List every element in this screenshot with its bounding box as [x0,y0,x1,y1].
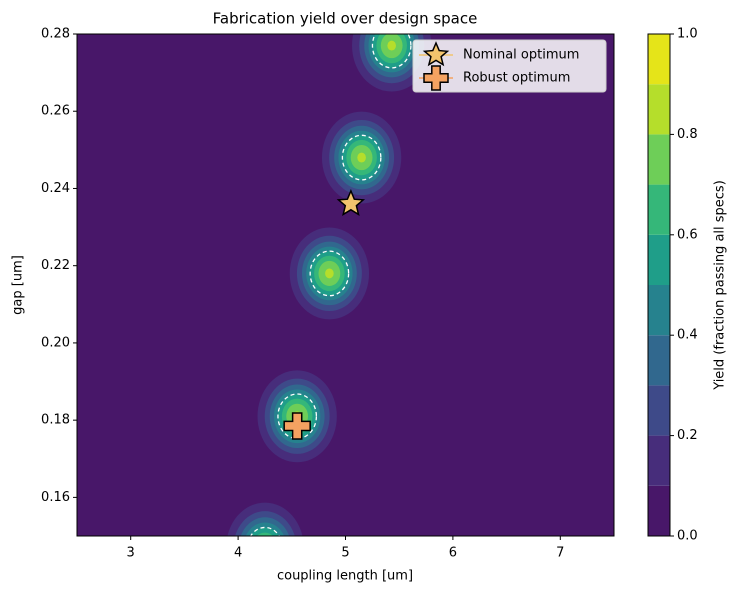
y-tick-label: 0.22 [41,258,70,273]
legend-marker [422,41,450,67]
colorbar-frame [647,33,671,537]
colorbar-band [648,34,670,85]
x-tick-label: 5 [341,546,349,561]
x-axis-label: coupling length [um] [277,569,413,584]
marker-star [336,188,366,216]
marker-plus [283,412,311,440]
y-tick-label: 0.28 [41,27,70,42]
legend-box [412,39,607,93]
legend-label: Nominal optimum [463,48,579,63]
colorbar-tick-label: 0.6 [677,227,698,242]
dashed-contour [371,34,412,69]
contour-band [256,532,274,536]
y-tick-label: 0.20 [41,335,70,350]
contour-band [258,539,272,556]
colorbar-label: Yield (fraction passing all specs) [713,180,728,391]
colorbar-band [648,485,670,536]
y-tick-label: 0.18 [41,413,70,428]
colorbar-band [648,84,670,135]
dashed-contour [277,393,318,440]
overlay: 3 4 5 6 7 0.16 0.18 0.20 0.22 0.24 0.26 0.28 0.0 0.2 0… [41,27,698,561]
colorbar-band [648,234,670,285]
colorbar-tick-label: 0.8 [677,127,698,142]
x-tick-label: 3 [127,546,135,561]
colorbar-band [648,134,670,185]
colorbar-band [648,435,670,486]
y-tick-label: 0.26 [41,104,70,119]
y-axis-label: gap [um] [11,255,26,315]
legend-label: Robust optimum [463,71,570,86]
dashed-contour [309,250,350,297]
colorbar-band [648,385,670,436]
x-tick-label: 6 [449,546,457,561]
contour-band [387,40,396,51]
colorbar-tick-label: 0.2 [677,428,698,443]
y-tick-label: 0.16 [41,490,70,505]
x-tick-label: 7 [556,546,564,561]
legend-marker [423,65,449,91]
x-tick-label: 4 [234,546,242,561]
chart-title: Fabrication yield over design space [213,10,478,28]
colorbar-tick-label: 1.0 [677,27,698,42]
colorbar-tick-label: 0.0 [677,529,698,544]
plot-area [77,34,614,556]
y-tick-label: 0.24 [41,181,70,196]
colorbar-band [648,285,670,336]
colorbar-band [648,184,670,235]
colorbar-band [648,335,670,386]
contour-band [325,268,334,279]
contour-band [357,152,366,163]
dashed-contour [341,134,382,181]
colorbar-tick-label: 0.4 [677,328,698,343]
